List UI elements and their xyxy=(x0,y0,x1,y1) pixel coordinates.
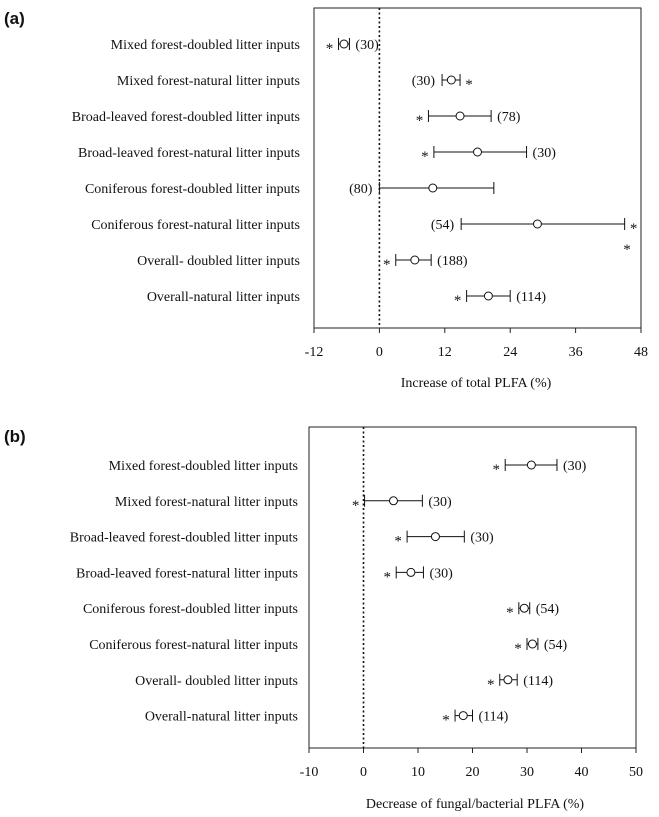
sample-size-label: (54) xyxy=(536,602,560,617)
point-estimate xyxy=(532,219,542,229)
row-label: Coniferous forest-natural litter inputs xyxy=(91,218,300,233)
sample-size-label: (78) xyxy=(497,110,521,125)
significance-marker: * xyxy=(416,113,424,129)
point-estimate xyxy=(339,39,349,49)
significance-marker: * xyxy=(383,257,391,273)
panel-b-plot-frame xyxy=(308,426,637,749)
row-label: Mixed forest-doubled litter inputs xyxy=(109,459,298,474)
significance-marker: * xyxy=(394,534,402,550)
point-estimate xyxy=(410,255,420,265)
panel-a-extra-marker: * xyxy=(623,242,631,258)
row-label: Broad-leaved forest-doubled litter input… xyxy=(72,110,300,125)
point-estimate xyxy=(455,111,465,121)
point-estimate xyxy=(483,291,493,301)
row-label: Broad-leaved forest-natural litter input… xyxy=(78,146,300,161)
point-estimate xyxy=(458,711,468,721)
sample-size-label: (30) xyxy=(412,74,436,89)
x-tick-label: 40 xyxy=(575,765,589,780)
significance-marker: * xyxy=(421,149,429,165)
panel-b-label: (b) xyxy=(4,427,26,446)
point-estimate xyxy=(527,639,537,649)
row-label: Coniferous forest-doubled litter inputs xyxy=(85,182,300,197)
x-tick-label: -10 xyxy=(300,765,319,780)
sample-size-label: (114) xyxy=(479,710,509,725)
sample-size-label: (30) xyxy=(563,459,587,474)
significance-marker: * xyxy=(487,677,495,693)
point-estimate xyxy=(519,603,529,613)
panel-b: (b) Mixed forest-doubled litter inputsMi… xyxy=(4,426,643,812)
x-tick-label: 10 xyxy=(411,765,425,780)
panel-b-row-labels: Mixed forest-doubled litter inputs Mixed … xyxy=(70,459,298,725)
significance-marker: * xyxy=(492,462,500,478)
significance-marker: * xyxy=(630,221,638,237)
significance-marker: * xyxy=(442,713,450,729)
significance-marker: * xyxy=(506,605,514,621)
point-estimate xyxy=(503,675,513,685)
panel-a-ticks: -12 0 12 24 36 48 xyxy=(305,328,648,360)
panel-a-marks: (30) * (30) * (78) * (30) * (80) (54) * (188) * (114)… xyxy=(326,38,638,309)
x-tick-label: 24 xyxy=(503,345,517,360)
row-label: Coniferous forest-natural litter inputs xyxy=(89,638,298,653)
point-estimate xyxy=(526,460,536,470)
row-label: Overall- doubled litter inputs xyxy=(135,674,298,689)
row-label: Broad-leaved forest-doubled litter input… xyxy=(70,531,298,546)
point-estimate xyxy=(446,75,456,85)
panel-b-x-axis-label: Decrease of fungal/bacterial PLFA (%) xyxy=(366,797,585,812)
panel-a-label: (a) xyxy=(4,9,25,28)
panel-a-plot-frame xyxy=(313,7,642,329)
row-label: Mixed forest-natural litter inputs xyxy=(115,495,298,510)
x-tick-label: 50 xyxy=(629,765,643,780)
sample-size-label: (30) xyxy=(355,38,379,53)
sample-size-label: (30) xyxy=(533,146,557,161)
x-tick-label: 48 xyxy=(634,345,648,360)
sample-size-label: (30) xyxy=(428,495,452,510)
sample-size-label: (30) xyxy=(429,566,453,581)
x-tick-label: 0 xyxy=(360,765,367,780)
row-label: Mixed forest-doubled litter inputs xyxy=(111,38,300,53)
sample-size-label: (188) xyxy=(437,254,468,269)
significance-marker: * xyxy=(454,293,462,309)
sample-size-label: (114) xyxy=(516,290,546,305)
x-tick-label: 30 xyxy=(520,765,534,780)
row-label: Coniferous forest-doubled litter inputs xyxy=(83,602,298,617)
row-label: Overall-natural litter inputs xyxy=(147,290,300,305)
panel-a-row-labels: Mixed forest-doubled litter inputs Mixed … xyxy=(72,38,300,305)
panel-b-marks: (30) * (30) * (30) * (30) * (54) * (54) * (114) * (114… xyxy=(352,459,587,729)
significance-marker: * xyxy=(465,77,473,93)
point-estimate xyxy=(473,147,482,157)
row-label: Broad-leaved forest-natural litter input… xyxy=(76,566,298,581)
panel-b-ticks: -10 0 10 20 30 40 50 xyxy=(300,748,643,780)
x-tick-label: 20 xyxy=(466,765,480,780)
panel-a: (a) Mixed forest-doubled litter inputsMi… xyxy=(4,7,648,391)
significance-marker: * xyxy=(326,41,334,57)
x-tick-label: 12 xyxy=(438,345,452,360)
sample-size-label: (54) xyxy=(431,218,455,233)
point-estimate xyxy=(406,567,416,577)
significance-marker: * xyxy=(352,498,360,514)
x-tick-label: -12 xyxy=(305,345,324,360)
x-tick-label: 0 xyxy=(376,345,383,360)
significance-marker: * xyxy=(383,569,391,585)
x-tick-label: 36 xyxy=(569,345,583,360)
sample-size-label: (54) xyxy=(544,638,568,653)
row-label: Mixed forest-natural litter inputs xyxy=(117,74,300,89)
row-label: Overall-natural litter inputs xyxy=(145,710,298,725)
sample-size-label: (114) xyxy=(523,674,553,689)
row-label: Overall- doubled litter inputs xyxy=(137,254,300,269)
significance-marker: * xyxy=(514,641,522,657)
panel-a-x-axis-label: Increase of total PLFA (%) xyxy=(401,376,552,391)
point-estimate xyxy=(430,532,440,542)
point-estimate xyxy=(428,183,438,193)
point-estimate xyxy=(388,496,398,506)
sample-size-label: (30) xyxy=(470,531,494,546)
sample-size-label: (80) xyxy=(349,182,373,197)
